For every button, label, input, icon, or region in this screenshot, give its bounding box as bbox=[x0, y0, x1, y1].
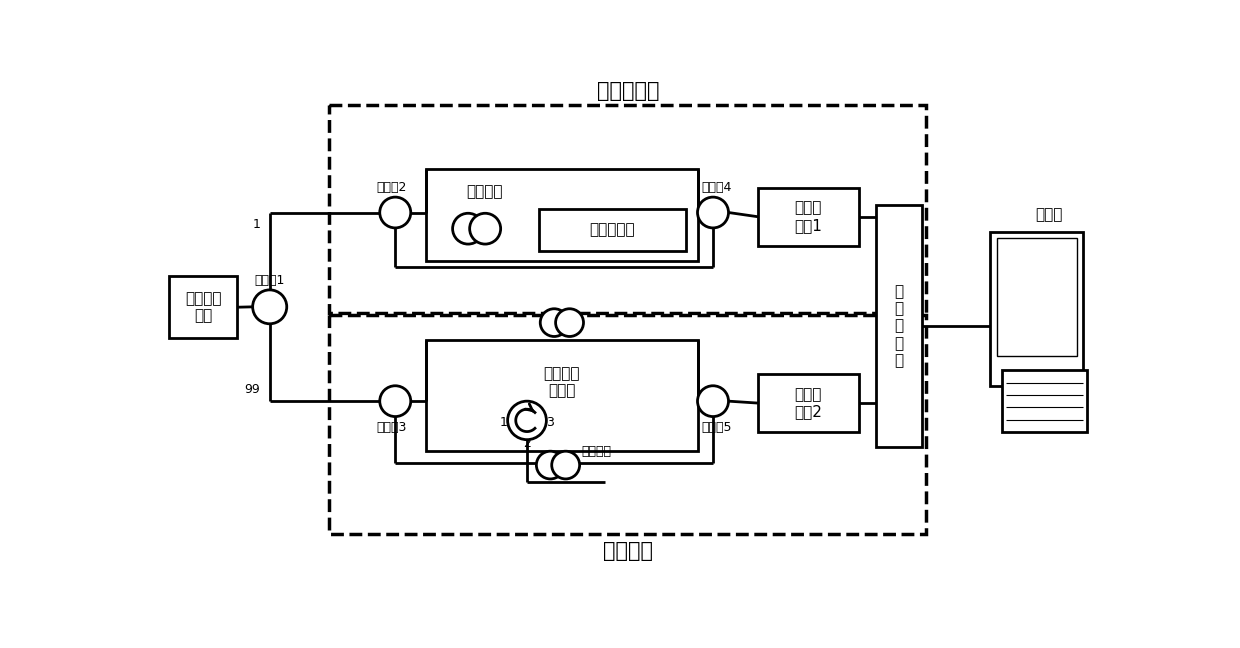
Text: 耦合器3: 耦合器3 bbox=[376, 421, 407, 434]
Text: 待测光纤: 待测光纤 bbox=[582, 445, 611, 457]
Text: 声光频移器: 声光频移器 bbox=[589, 222, 635, 237]
Text: 耦合器4: 耦合器4 bbox=[702, 181, 732, 194]
Circle shape bbox=[470, 213, 501, 244]
Bar bbox=[997, 238, 1078, 356]
Circle shape bbox=[697, 386, 729, 417]
Text: 数
据
采
集
卡: 数 据 采 集 卡 bbox=[894, 284, 904, 368]
Circle shape bbox=[541, 308, 568, 336]
Circle shape bbox=[552, 451, 579, 479]
Text: 1: 1 bbox=[500, 416, 507, 429]
Circle shape bbox=[697, 197, 729, 228]
Text: 1: 1 bbox=[253, 218, 260, 231]
Text: 耦合器1: 耦合器1 bbox=[254, 274, 285, 287]
Bar bbox=[1002, 371, 1087, 432]
Text: 主干涉仪: 主干涉仪 bbox=[603, 541, 652, 561]
Text: 2: 2 bbox=[523, 437, 531, 450]
Text: 计算机: 计算机 bbox=[1035, 207, 1063, 222]
Text: 99: 99 bbox=[244, 383, 260, 396]
Bar bbox=[169, 277, 237, 338]
Circle shape bbox=[556, 308, 584, 336]
Text: 延迟光纤: 延迟光纤 bbox=[466, 184, 502, 199]
Text: 延迟光纤
环形器: 延迟光纤 环形器 bbox=[543, 365, 580, 398]
Bar bbox=[330, 105, 926, 312]
Bar bbox=[427, 168, 697, 261]
Circle shape bbox=[537, 451, 564, 479]
Bar bbox=[427, 340, 697, 451]
Bar bbox=[758, 374, 858, 432]
Bar bbox=[758, 188, 858, 246]
Bar bbox=[330, 315, 926, 535]
Text: 耦合器5: 耦合器5 bbox=[702, 421, 732, 434]
Circle shape bbox=[379, 386, 410, 417]
Text: 耦合器2: 耦合器2 bbox=[376, 181, 407, 194]
Bar bbox=[538, 209, 686, 251]
Circle shape bbox=[453, 213, 484, 244]
Text: 平衡探
测器1: 平衡探 测器1 bbox=[795, 200, 822, 233]
Bar bbox=[875, 205, 923, 447]
Text: 可调谐激
光器: 可调谐激 光器 bbox=[185, 291, 221, 323]
Bar bbox=[991, 232, 1084, 386]
Circle shape bbox=[507, 401, 547, 439]
Text: 3: 3 bbox=[547, 416, 554, 429]
Text: 平衡探
测器2: 平衡探 测器2 bbox=[795, 387, 822, 419]
Circle shape bbox=[253, 290, 286, 324]
Text: 辅助干涉仪: 辅助干涉仪 bbox=[596, 81, 658, 101]
Circle shape bbox=[379, 197, 410, 228]
